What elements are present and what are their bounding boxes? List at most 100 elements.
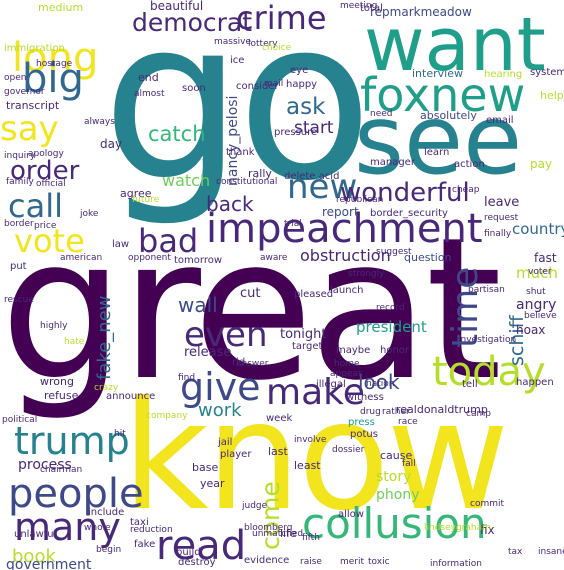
- cloud-word: new: [287, 167, 358, 207]
- cloud-word: crime: [236, 0, 327, 37]
- cloud-word: political: [2, 415, 38, 425]
- cloud-word: choice: [262, 43, 292, 53]
- cloud-word: constitutional: [216, 177, 278, 187]
- cloud-word: system: [530, 67, 564, 78]
- cloud-word: home: [334, 359, 360, 369]
- cloud-word: voter: [528, 267, 552, 277]
- cloud-word: taxi: [130, 517, 149, 528]
- cloud-word: governor: [4, 87, 45, 97]
- cloud-word: evidence: [244, 555, 290, 566]
- cloud-word: rid: [232, 357, 246, 368]
- cloud-word: fall: [402, 459, 416, 469]
- cloud-word: inquiry: [4, 151, 36, 161]
- cloud-word: fake_new: [94, 295, 115, 380]
- cloud-word: aware: [260, 253, 288, 263]
- cloud-word: hit: [114, 429, 126, 439]
- cloud-word: know: [122, 370, 509, 544]
- cloud-word: give: [180, 365, 261, 409]
- cloud-word: release: [184, 345, 232, 360]
- cloud-word: people: [8, 471, 144, 517]
- cloud-word: opponent: [128, 253, 171, 263]
- cloud-word: democrat: [132, 8, 253, 37]
- cloud-word: consider: [236, 81, 279, 92]
- cloud-word: race: [398, 417, 418, 427]
- cloud-word: meeting: [340, 1, 378, 11]
- cloud-word: pay: [530, 157, 553, 171]
- cloud-word: absolutely: [420, 109, 477, 122]
- cloud-word: rather: [382, 407, 410, 417]
- cloud-word: happen: [516, 377, 554, 388]
- cloud-word: honor: [380, 345, 410, 356]
- cloud-word: week: [266, 413, 293, 424]
- cloud-word: border_security: [370, 208, 448, 219]
- cloud-word: crazy: [94, 383, 119, 393]
- cloud-word: massive: [214, 37, 252, 47]
- cloud-word: dossier: [332, 445, 365, 455]
- cloud-word: hate: [64, 337, 85, 347]
- cloud-word: almost: [134, 89, 165, 99]
- cloud-word: insane: [538, 547, 564, 557]
- cloud-word: manager: [370, 157, 415, 168]
- cloud-word: unlawful: [14, 529, 57, 540]
- cloud-word: player: [220, 449, 252, 460]
- cloud-word: joke: [80, 209, 99, 219]
- cloud-word: commit: [470, 499, 505, 509]
- cloud-word: total: [360, 3, 383, 14]
- cloud-word: raise: [300, 557, 322, 567]
- cloud-word: much: [516, 264, 558, 282]
- cloud-word: fake: [134, 539, 156, 550]
- cloud-word: law: [112, 239, 130, 250]
- cloud-word: lindseygraham: [424, 523, 491, 533]
- cloud-word: many: [14, 505, 121, 549]
- cloud-word: information: [430, 559, 482, 569]
- cloud-word: big: [22, 56, 84, 102]
- cloud-word: whole: [84, 523, 111, 533]
- cloud-word: refuse: [44, 389, 79, 402]
- cloud-word: impeachment: [206, 206, 483, 252]
- cloud-word: investigation: [458, 335, 517, 345]
- cloud-word: border: [4, 219, 34, 229]
- cloud-word: tomorrow: [174, 255, 223, 266]
- cloud-word: find: [178, 373, 196, 383]
- cloud-word: rally: [248, 167, 272, 180]
- cloud-word: bad: [138, 222, 199, 260]
- cloud-word: go: [102, 0, 373, 230]
- cloud-word: announce: [106, 391, 156, 402]
- cloud-word: family: [6, 177, 34, 187]
- cloud-word: reduction: [130, 525, 173, 535]
- cloud-word: request: [484, 213, 519, 223]
- cloud-word: back: [206, 192, 254, 216]
- cloud-word: mail: [264, 79, 284, 89]
- cloud-word: interview: [412, 67, 463, 80]
- cloud-word: ask: [286, 94, 326, 120]
- cloud-word: chairman: [40, 465, 83, 475]
- cloud-word: happy: [286, 79, 318, 90]
- cloud-word: record: [376, 303, 405, 313]
- cloud-word: answer: [236, 359, 269, 369]
- cloud-word: hoax: [516, 323, 546, 337]
- cloud-word: press: [348, 417, 375, 428]
- cloud-word: destroy: [178, 557, 216, 568]
- cloud-word: even: [184, 315, 268, 355]
- cloud-word: hostage: [36, 59, 73, 69]
- cloud-word: transcript: [6, 99, 60, 112]
- cloud-word: book: [12, 546, 56, 567]
- cloud-word: witness: [346, 392, 384, 403]
- cloud-word: last: [268, 445, 288, 458]
- cloud-word: republican: [336, 195, 384, 205]
- cloud-word: long: [12, 35, 99, 81]
- cloud-word: fast: [534, 251, 557, 265]
- cloud-word: allow: [338, 509, 364, 520]
- cloud-word: camp: [466, 409, 491, 419]
- cloud-word: question: [404, 251, 452, 264]
- cloud-word: agree: [120, 187, 152, 200]
- cloud-word: angry: [516, 297, 557, 313]
- cloud-word: future: [132, 195, 160, 205]
- cloud-word: illegal: [316, 379, 346, 390]
- cloud-word: action: [454, 159, 485, 170]
- cloud-word: medium: [38, 1, 84, 14]
- cloud-word: email: [486, 115, 514, 126]
- cloud-word: trial: [284, 219, 302, 229]
- cloud-word: judge: [242, 501, 268, 511]
- cloud-word: wrong: [40, 375, 74, 388]
